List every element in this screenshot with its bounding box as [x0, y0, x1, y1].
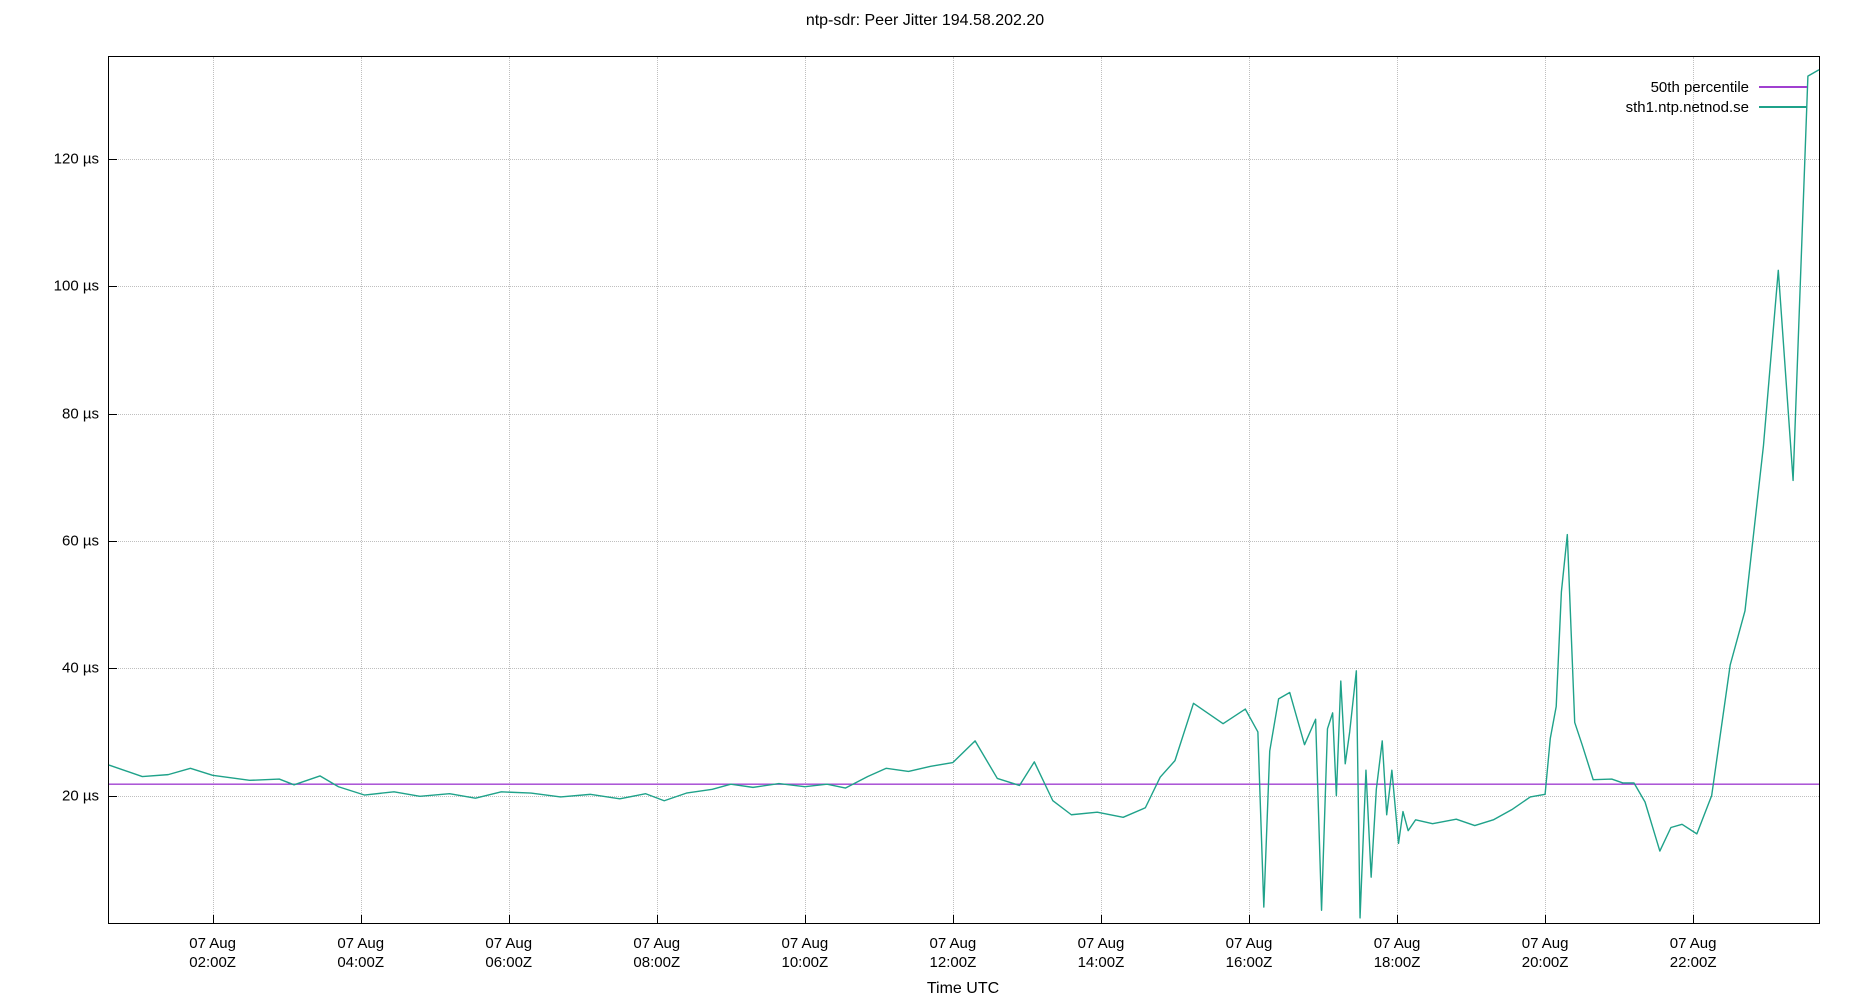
x-tick-label: 07 Aug12:00Z: [930, 935, 977, 973]
x-tick-label: 07 Aug20:00Z: [1522, 935, 1569, 973]
x-axis-label: Time UTC: [927, 980, 999, 998]
x-tick-label: 07 Aug14:00Z: [1078, 935, 1125, 973]
y-tick-label: 20 µs: [62, 787, 99, 804]
x-tick-label: 07 Aug06:00Z: [485, 935, 532, 973]
legend: 50th percentile sth1.ntp.netnod.se: [1626, 77, 1807, 117]
legend-label: sth1.ntp.netnod.se: [1626, 99, 1749, 116]
legend-swatch: [1759, 86, 1807, 88]
legend-swatch: [1759, 106, 1807, 108]
y-tick-label: 80 µs: [62, 405, 99, 422]
x-tick-label: 07 Aug08:00Z: [633, 935, 680, 973]
y-tick-label: 60 µs: [62, 532, 99, 549]
x-tick-label: 07 Aug04:00Z: [337, 935, 384, 973]
chart-container: ntp-sdr: Peer Jitter 194.58.202.20 20 µs…: [0, 0, 1850, 1000]
plot-area: 20 µs40 µs60 µs80 µs100 µs120 µs07 Aug02…: [108, 56, 1820, 924]
x-tick-label: 07 Aug22:00Z: [1670, 935, 1717, 973]
chart-title: ntp-sdr: Peer Jitter 194.58.202.20: [806, 12, 1044, 30]
x-tick-label: 07 Aug16:00Z: [1226, 935, 1273, 973]
legend-item: sth1.ntp.netnod.se: [1626, 97, 1807, 117]
series-line: [109, 70, 1819, 918]
x-tick-label: 07 Aug18:00Z: [1374, 935, 1421, 973]
y-tick-label: 40 µs: [62, 660, 99, 677]
y-tick-label: 100 µs: [54, 278, 99, 295]
y-tick-label: 120 µs: [54, 150, 99, 167]
series-svg: [109, 57, 1819, 923]
x-tick-label: 07 Aug02:00Z: [189, 935, 236, 973]
legend-label: 50th percentile: [1651, 79, 1749, 96]
legend-item: 50th percentile: [1626, 77, 1807, 97]
x-tick-label: 07 Aug10:00Z: [781, 935, 828, 973]
